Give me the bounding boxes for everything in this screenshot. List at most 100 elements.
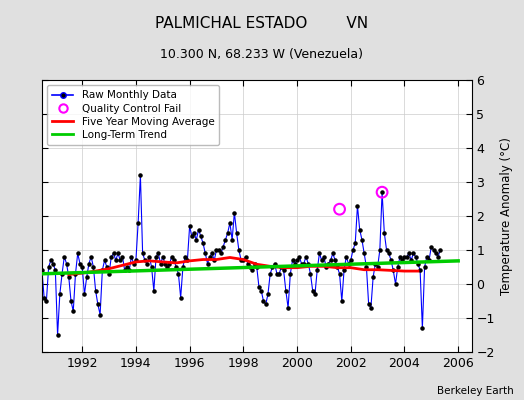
Point [374,264,382,270]
Point [58,270,66,277]
Point [121,267,129,274]
Point [331,257,339,263]
Point [183,257,192,263]
Point [244,260,252,267]
Point [291,260,299,267]
Point [402,254,411,260]
Text: PALMICHAL ESTADO        VN: PALMICHAL ESTADO VN [156,16,368,31]
Point [324,260,333,267]
Point [239,257,247,263]
Point [387,257,395,263]
Point [389,267,398,274]
Point [170,257,178,263]
Point [196,233,205,240]
Point [67,298,75,304]
Point [313,267,321,274]
Point [223,230,232,236]
Point [266,270,275,277]
Point [306,270,314,277]
Point [71,270,80,277]
Point [172,264,180,270]
Point [80,291,89,298]
Point [69,308,78,314]
Y-axis label: Temperature Anomaly (°C): Temperature Anomaly (°C) [500,137,514,295]
Point [94,301,102,308]
Point [342,254,351,260]
Point [228,237,236,243]
Point [353,202,362,209]
Point [420,264,429,270]
Point [105,270,113,277]
Point [391,281,400,287]
Point [154,250,162,257]
Point [199,240,207,246]
Point [101,257,109,263]
Point [219,243,227,250]
Point [38,267,46,274]
Point [185,223,194,229]
Point [76,260,84,267]
Point [311,291,319,298]
Point [411,254,420,260]
Point [161,260,169,267]
Point [436,247,444,253]
Point [282,288,290,294]
Point [152,254,160,260]
Point [407,257,416,263]
Point [230,210,238,216]
Point [145,254,154,260]
Point [24,260,32,267]
Point [116,257,124,263]
Point [27,267,35,274]
Point [168,254,176,260]
Point [380,230,388,236]
Point [268,264,277,270]
Point [138,250,147,257]
Legend: Raw Monthly Data, Quality Control Fail, Five Year Moving Average, Long-Term Tren: Raw Monthly Data, Quality Control Fail, … [47,85,220,145]
Point [429,247,438,253]
Point [400,254,409,260]
Point [315,250,324,257]
Point [226,220,234,226]
Point [295,254,303,260]
Point [221,237,230,243]
Point [272,270,281,277]
Point [103,264,111,270]
Point [181,254,189,260]
Point [127,254,136,260]
Point [112,257,120,263]
Point [378,189,386,195]
Point [143,260,151,267]
Point [96,311,104,318]
Point [214,247,223,253]
Point [136,172,145,178]
Point [427,243,435,250]
Point [320,254,328,260]
Point [177,294,185,301]
Point [129,260,138,267]
Point [355,226,364,233]
Point [253,264,261,270]
Point [31,288,39,294]
Point [340,267,348,274]
Point [237,257,245,263]
Point [246,264,254,270]
Point [62,260,71,267]
Point [309,288,317,294]
Point [64,274,73,280]
Point [33,270,41,277]
Point [40,294,48,301]
Point [344,260,353,267]
Point [248,267,256,274]
Point [188,233,196,240]
Point [56,291,64,298]
Point [362,264,370,270]
Point [300,260,308,267]
Point [114,250,122,257]
Point [337,298,346,304]
Point [98,267,106,274]
Text: 10.300 N, 68.233 W (Venezuela): 10.300 N, 68.233 W (Venezuela) [160,48,364,61]
Point [351,240,359,246]
Point [369,274,377,280]
Point [89,264,97,270]
